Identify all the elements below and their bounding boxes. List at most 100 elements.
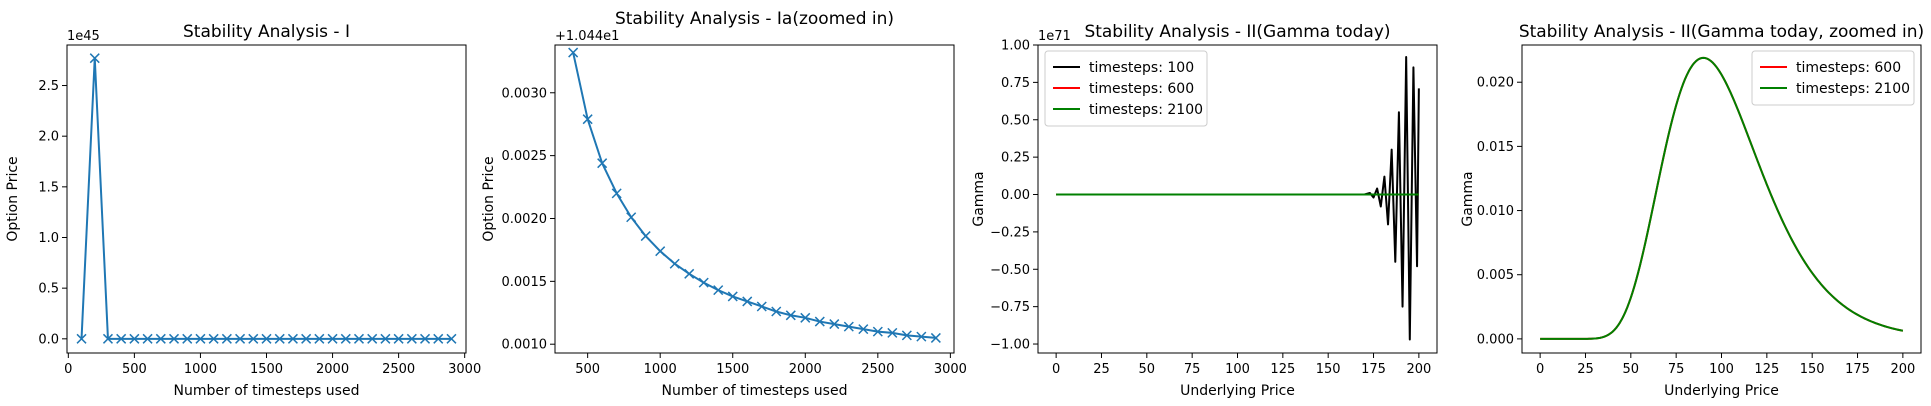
- y-tick-label: 2.5: [38, 79, 59, 94]
- data-point-marker: [568, 47, 579, 58]
- data-point-marker: [785, 310, 796, 321]
- data-point-marker: [89, 53, 100, 64]
- x-tick-label: 125: [1270, 362, 1295, 377]
- y-tick-label: 0.00: [1001, 188, 1030, 203]
- y-tick-label: 0.5: [38, 282, 59, 297]
- x-tick-label: 1500: [716, 362, 749, 377]
- data-point-marker: [208, 333, 219, 344]
- axis-offset-label: 1e71: [1038, 29, 1071, 44]
- data-point-marker: [261, 333, 272, 344]
- data-point-marker: [713, 285, 724, 296]
- data-point-marker: [433, 333, 444, 344]
- series-line-1: [80, 57, 452, 340]
- data-point-marker: [327, 333, 338, 344]
- data-point-marker: [887, 327, 898, 338]
- data-point-marker: [446, 333, 457, 344]
- data-point-marker: [582, 114, 593, 125]
- y-tick-label: 0.0025: [502, 149, 548, 164]
- data-point-marker: [756, 301, 767, 312]
- series-line-2: [1540, 56, 1904, 340]
- data-point-marker: [597, 158, 608, 169]
- x-tick-label: 150: [1800, 362, 1825, 377]
- x-axis-label: Number of timesteps used: [662, 383, 848, 399]
- chart-panel-1: 0 500 1000 1500 2000 2500 3000 0.0 0.5 1.0 1.5 2.0 2…: [5, 22, 481, 399]
- y-tick-label: 0.0015: [502, 275, 548, 290]
- data-point-marker: [168, 333, 180, 344]
- data-point-marker: [393, 333, 404, 344]
- series-line-1: [1056, 55, 1420, 341]
- legend: timesteps: 600 timesteps: 2100: [1751, 50, 1915, 106]
- x-tick-label: 2500: [382, 362, 415, 377]
- x-tick-label: 200: [1406, 362, 1431, 377]
- series-group: [568, 47, 941, 343]
- data-point-marker: [76, 333, 87, 344]
- y-tick-label: −0.75: [990, 300, 1030, 315]
- y-tick-label: 0.005: [1477, 268, 1514, 283]
- data-point-marker: [301, 333, 312, 344]
- x-tick-label: 25: [1577, 362, 1594, 377]
- data-point-marker: [182, 333, 193, 344]
- y-tick-label: 1.00: [1001, 39, 1030, 54]
- data-point-marker: [129, 333, 140, 344]
- legend-entry-label: timesteps: 2100: [1089, 102, 1203, 118]
- x-tick-label: 100: [1225, 362, 1250, 377]
- y-tick-label: 0.50: [1001, 113, 1030, 128]
- data-point-marker: [930, 332, 941, 343]
- x-tick-label: 75: [1668, 362, 1685, 377]
- x-tick-label: 3000: [448, 362, 481, 377]
- axes-frame: [66, 44, 467, 354]
- y-tick-label: 1.5: [38, 180, 59, 195]
- x-tick-label: 500: [575, 362, 600, 377]
- data-point-marker: [916, 331, 927, 342]
- chart-panel-4: 0 25 50 75 100 125 150 175 200 0.000 0.005 0.010 0.0…: [1460, 22, 1924, 399]
- x-axis-label: Number of timesteps used: [174, 383, 360, 399]
- y-axis-label: Gamma: [971, 171, 987, 226]
- data-point-marker: [655, 246, 666, 257]
- x-tick-label: 3000: [934, 362, 967, 377]
- y-tick-label: 0.75: [1001, 76, 1030, 91]
- x-tick-label: 0: [1536, 362, 1544, 377]
- data-point-marker: [858, 324, 869, 335]
- data-point-marker: [367, 333, 378, 344]
- legend-entry-label: timesteps: 2100: [1796, 81, 1910, 97]
- x-tick-label: 175: [1845, 362, 1870, 377]
- data-point-marker: [829, 319, 840, 330]
- y-tick-label: −0.50: [990, 263, 1030, 278]
- data-point-marker: [626, 212, 637, 223]
- axes-frame: [554, 44, 955, 354]
- x-axis-label: Underlying Price: [1664, 383, 1779, 399]
- data-point-marker: [684, 268, 695, 279]
- data-point-marker: [611, 188, 622, 199]
- data-point-marker: [727, 291, 738, 302]
- x-tick-label: 125: [1754, 362, 1779, 377]
- data-point-marker: [221, 333, 232, 344]
- data-point-marker: [843, 321, 854, 332]
- series-group: [1056, 55, 1420, 341]
- y-tick-label: 0.0020: [502, 212, 548, 227]
- x-tick-label: 0: [64, 362, 72, 377]
- x-tick-label: 50: [1623, 362, 1640, 377]
- series-group: [76, 53, 457, 344]
- x-tick-label: 2500: [861, 362, 894, 377]
- data-point-marker: [102, 333, 113, 344]
- y-tick-label: −1.00: [990, 338, 1030, 353]
- legend-entry-label: timesteps: 100: [1089, 60, 1194, 76]
- axis-offset-label: +1.044e1: [555, 29, 619, 44]
- x-tick-label: 500: [122, 362, 147, 377]
- legend-box: [1044, 50, 1208, 127]
- legend-entry-label: timesteps: 600: [1089, 81, 1194, 97]
- y-tick-label: 0.000: [1477, 332, 1514, 347]
- x-tick-label: 200: [1890, 362, 1915, 377]
- x-tick-label: 2000: [789, 362, 822, 377]
- chart-title: Stability Analysis - Ia(zoomed in): [615, 9, 894, 29]
- data-point-marker: [274, 333, 285, 344]
- x-tick-label: 75: [1184, 362, 1201, 377]
- x-tick-label: 1500: [250, 362, 283, 377]
- data-point-marker: [116, 333, 127, 344]
- data-point-marker: [901, 330, 912, 341]
- data-point-marker: [142, 333, 153, 344]
- chart-title: Stability Analysis - I: [183, 22, 350, 42]
- chart-title: Stability Analysis - II(Gamma today): [1084, 22, 1390, 42]
- series-line-1: [572, 52, 936, 339]
